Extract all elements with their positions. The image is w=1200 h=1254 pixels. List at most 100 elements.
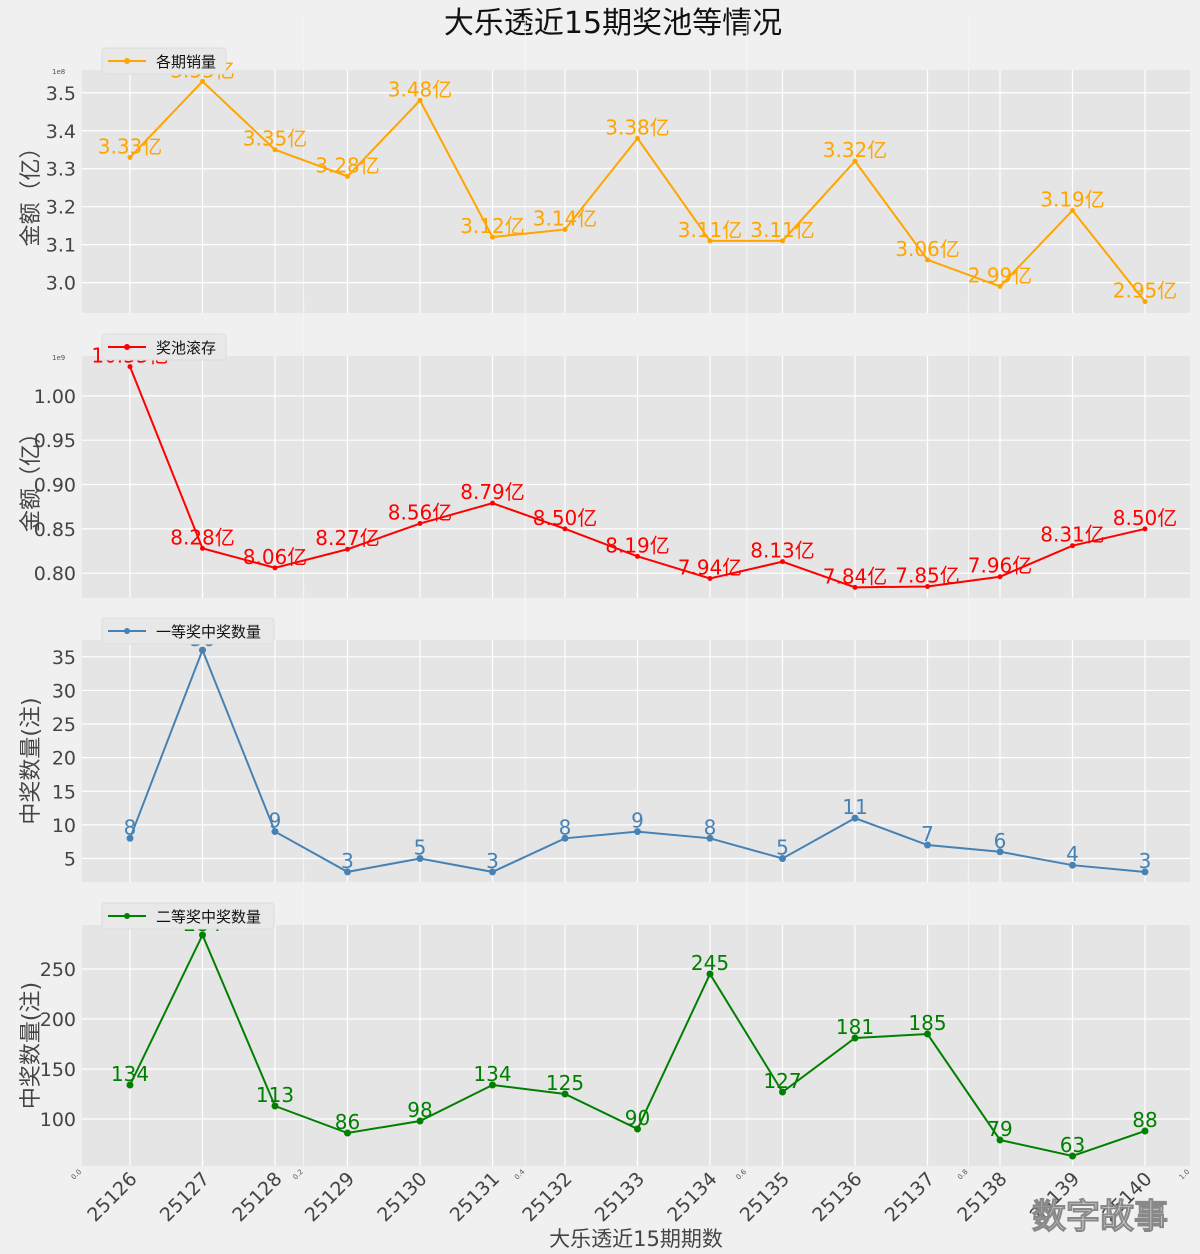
- y-tick-label: 250: [40, 959, 76, 981]
- data-point: [1069, 861, 1076, 869]
- x-tick-label: 25127: [156, 1168, 214, 1226]
- data-point: [199, 646, 206, 654]
- data-label: 8.56亿: [388, 501, 453, 525]
- data-point: [271, 828, 279, 836]
- data-point: [489, 1081, 496, 1089]
- data-label: 86: [335, 1110, 360, 1134]
- data-point: [344, 868, 351, 876]
- data-point: [490, 234, 495, 240]
- data-label: 134: [111, 1062, 149, 1086]
- y-tick-label: 100: [40, 1109, 76, 1131]
- data-label: 8: [559, 815, 572, 839]
- legend-label: 各期销量: [156, 53, 216, 71]
- x-tick-label: 25129: [301, 1168, 359, 1226]
- data-point: [851, 1034, 859, 1042]
- legend-label: 二等奖中奖数量: [156, 908, 261, 926]
- x-tick-label: 25136: [808, 1168, 866, 1226]
- x-tick-label: 25137: [881, 1168, 939, 1226]
- legend-box: [101, 617, 275, 645]
- data-point: [127, 364, 133, 370]
- data-label: 90: [625, 1106, 650, 1130]
- panel-pool: 0.800.850.900.951.001e9金额（亿）10.33亿8.28亿8…: [19, 301, 1190, 598]
- y-tick-label: 3.1: [46, 235, 76, 257]
- data-label: 4: [1066, 842, 1079, 866]
- data-point: [417, 521, 423, 527]
- data-label: 5: [776, 835, 789, 859]
- bg-x-tick: 0.2: [291, 1168, 305, 1182]
- data-label: 185: [908, 1011, 946, 1035]
- bg-x-tick: 0.0: [70, 1168, 84, 1182]
- data-label: 113: [256, 1083, 294, 1107]
- legend-label: 奖池滚存: [156, 339, 216, 357]
- data-point: [706, 970, 714, 978]
- data-point: [271, 1102, 279, 1110]
- data-label: 88: [1132, 1108, 1157, 1132]
- legend-box: [101, 47, 227, 75]
- data-label: 8: [704, 815, 717, 839]
- panel-sales: 3.03.13.23.33.43.51e8金额（亿）3.33亿3.53亿3.35…: [19, 15, 1190, 313]
- data-point: [924, 1030, 931, 1038]
- data-label: 3.11亿: [750, 218, 815, 242]
- data-label: 8: [124, 815, 137, 839]
- data-label: 8.50亿: [1113, 506, 1178, 530]
- legend-second: 二等奖中奖数量: [101, 902, 275, 930]
- legend-marker: [124, 344, 130, 350]
- data-point: [852, 158, 858, 164]
- bg-x-tick: 0.6: [735, 1167, 749, 1181]
- data-label: 7.94亿: [678, 555, 743, 579]
- data-point: [127, 154, 133, 160]
- y-tick-label: 1.00: [34, 386, 76, 408]
- legend-marker: [124, 628, 130, 634]
- y-tick-label: 35: [52, 647, 76, 669]
- data-label: 8.19亿: [605, 533, 670, 557]
- data-point: [200, 78, 205, 84]
- plot-area-sales: [82, 70, 1190, 313]
- data-point: [780, 238, 785, 244]
- data-label: 63: [1060, 1133, 1085, 1157]
- x-tick-label: 25126: [83, 1168, 141, 1226]
- y-tick-label: 0.95: [34, 430, 76, 452]
- data-point: [634, 828, 641, 836]
- data-point: [707, 238, 713, 244]
- data-point: [200, 545, 205, 551]
- data-label: 3.48亿: [388, 77, 453, 101]
- data-point: [417, 97, 423, 103]
- data-point: [996, 1136, 1004, 1144]
- data-label: 3.11亿: [678, 218, 743, 242]
- y-tick-label: 3.2: [46, 197, 76, 219]
- data-point: [199, 931, 206, 939]
- data-point: [562, 526, 568, 532]
- data-label: 7.84亿: [823, 564, 888, 588]
- y-axis-label: 中奖数量(注): [19, 982, 44, 1109]
- data-point: [1070, 543, 1075, 549]
- data-label: 8.13亿: [750, 539, 815, 563]
- y-tick-label: 3.4: [46, 121, 76, 143]
- data-point: [997, 574, 1003, 580]
- data-point: [997, 283, 1003, 289]
- data-point: [707, 575, 713, 581]
- x-tick-label: 25132: [518, 1168, 576, 1226]
- data-point: [635, 553, 640, 559]
- data-label: 2.99亿: [968, 263, 1033, 287]
- data-label: 181: [836, 1015, 874, 1039]
- data-point: [706, 834, 714, 842]
- y-offset-text: 1e9: [52, 354, 65, 362]
- data-label: 3.35亿: [243, 127, 308, 151]
- data-label: 3: [341, 849, 354, 873]
- data-label: 127: [763, 1069, 801, 1093]
- data-label: 7.96亿: [968, 554, 1033, 578]
- x-tick-label: 25131: [446, 1168, 504, 1226]
- y-tick-label: 5: [64, 848, 76, 870]
- data-point: [126, 1081, 134, 1089]
- y-axis-label: 中奖数量(注): [19, 697, 44, 824]
- data-point: [416, 1117, 424, 1125]
- data-label: 5: [414, 835, 427, 859]
- data-label: 2.95亿: [1113, 279, 1178, 303]
- data-point: [345, 173, 350, 179]
- data-point: [1142, 299, 1148, 305]
- bg-x-tick: 1.0: [1178, 1168, 1192, 1182]
- data-label: 3.12亿: [460, 214, 525, 238]
- data-label: 8.50亿: [533, 506, 598, 530]
- data-point: [1141, 1127, 1149, 1135]
